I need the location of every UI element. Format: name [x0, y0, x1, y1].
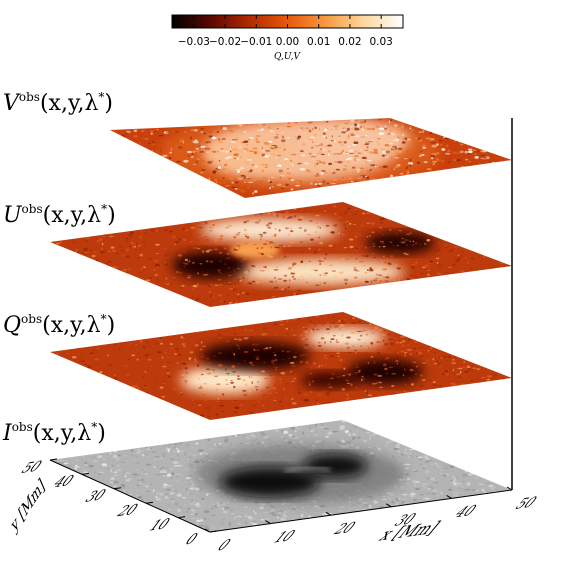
- x-axis-tick-label: 50: [511, 493, 542, 512]
- layer-V: [110, 118, 512, 198]
- y-axis-tick-label: 40: [49, 471, 79, 491]
- layer-V-pattern: [113, 118, 495, 195]
- layer-label-U: Uobs(x,y,λ*): [3, 202, 116, 228]
- y-axis-tick: [177, 516, 186, 519]
- x-axis-tick-label: 40: [450, 502, 481, 521]
- y-axis-tick-label: 0: [181, 530, 202, 549]
- colorbar-tick-label: −0.01: [240, 36, 272, 48]
- y-axis-tick-label: 10: [145, 515, 175, 535]
- x-axis-tick: [506, 486, 513, 491]
- layer-U-plane: [50, 202, 512, 307]
- x-axis-tick: [204, 528, 211, 533]
- y-axis-label: y [Mm]: [9, 474, 47, 537]
- x-axis-tick: [265, 520, 271, 525]
- y-axis-tick: [49, 458, 58, 461]
- layer-label-Q: Qobs(x,y,λ*): [3, 312, 115, 338]
- layer-label-I: Iobs(x,y,λ*): [2, 420, 106, 446]
- colorbar-ticks: [193, 15, 382, 28]
- layer-U: [50, 202, 512, 307]
- colorbar-tick-labels: −0.03 −0.02 −0.01 0.00 0.01 0.02 0.03: [178, 36, 393, 48]
- x-axis-tick-label: 0: [213, 536, 236, 554]
- colorbar-tick-label: 0.03: [369, 36, 392, 48]
- x-axis-ticks: [204, 486, 513, 533]
- layer-label-V: Vobs(x,y,λ*): [3, 90, 113, 116]
- colorbar-tick-label: −0.03: [178, 36, 210, 48]
- y-axis-ticks: [49, 458, 218, 533]
- colorbar-tick-label: −0.02: [209, 36, 241, 48]
- y-axis-tick: [113, 487, 122, 490]
- colorbar-tick-label: 0.02: [338, 36, 361, 48]
- colorbar-tick-label: 0.01: [307, 36, 330, 48]
- y-axis-tick: [209, 530, 218, 533]
- x-axis-tick: [385, 503, 392, 508]
- layer-I-pattern: [56, 420, 497, 532]
- colorbar-label: Q,U,V: [274, 52, 301, 62]
- y-axis-tick: [81, 472, 90, 475]
- colorbar: −0.03 −0.02 −0.01 0.00 0.01 0.02 0.03 Q,U,V: [171, 14, 404, 62]
- colorbar-tick-label: 0.00: [276, 36, 299, 48]
- x-axis-label: x [Mm]: [374, 518, 445, 545]
- layer-I: [50, 420, 512, 532]
- layer-labels: Vobs(x,y,λ*) Uobs(x,y,λ*) Qobs(x,y,λ*) Iobs…: [2, 90, 116, 446]
- layer-Q-pattern: [55, 314, 505, 418]
- y-axis-tick: [145, 501, 154, 504]
- x-axis-tick-label: 10: [269, 527, 300, 546]
- x-axis-tick: [325, 511, 332, 516]
- y-axis-tick-label: 50: [17, 457, 47, 477]
- layer-Q: [50, 312, 512, 420]
- layer-U-pattern: [50, 202, 510, 305]
- x-axis-line: [209, 489, 513, 533]
- x-axis-tick-label: 20: [330, 519, 361, 538]
- x-axis-tick: [446, 494, 452, 499]
- y-axis-tick-label: 20: [113, 500, 143, 520]
- y-axis-tick-label: 30: [81, 486, 111, 506]
- y-axis-line: [49, 459, 211, 533]
